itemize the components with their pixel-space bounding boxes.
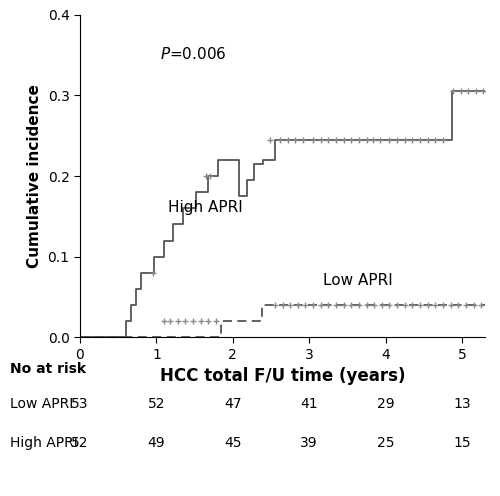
Text: 25: 25: [377, 436, 394, 450]
Text: 49: 49: [148, 436, 165, 450]
Text: 47: 47: [224, 397, 242, 411]
Text: 53: 53: [72, 397, 89, 411]
Y-axis label: Cumulative incidence: Cumulative incidence: [27, 84, 42, 268]
Text: 52: 52: [72, 436, 89, 450]
Text: High APRI: High APRI: [168, 200, 242, 215]
Text: 45: 45: [224, 436, 242, 450]
X-axis label: HCC total F/U time (years): HCC total F/U time (years): [160, 367, 405, 385]
Text: 13: 13: [454, 397, 471, 411]
Text: 15: 15: [454, 436, 471, 450]
Text: $\mathit{P}$=0.006: $\mathit{P}$=0.006: [160, 46, 227, 62]
Text: 52: 52: [148, 397, 165, 411]
Text: 39: 39: [300, 436, 318, 450]
Text: High APRI: High APRI: [10, 436, 78, 450]
Text: Low APRI: Low APRI: [323, 273, 393, 288]
Text: No at risk: No at risk: [10, 362, 86, 376]
Text: 29: 29: [377, 397, 394, 411]
Text: 41: 41: [300, 397, 318, 411]
Text: Low APRI: Low APRI: [10, 397, 73, 411]
